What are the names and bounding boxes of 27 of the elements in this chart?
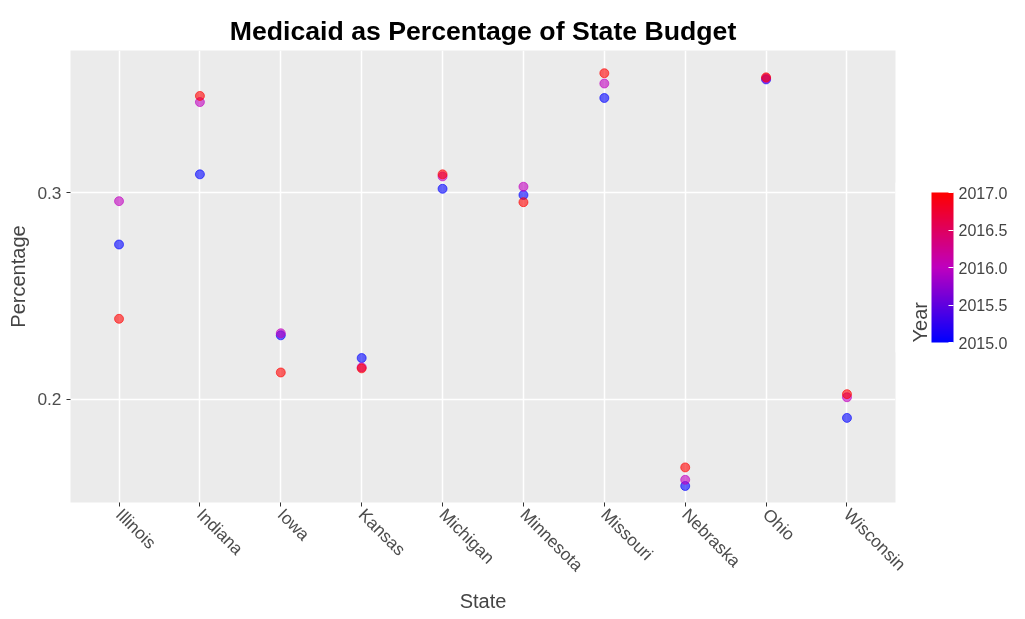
point [518,181,529,192]
point [599,68,610,79]
y-axis-title: Percentage [7,225,30,328]
point [599,78,610,89]
y-tick-label: 0.3 [37,182,62,203]
chart-title: Medicaid as Percentage of State Budget [229,15,737,46]
point [114,196,125,207]
point [518,197,529,208]
point [194,90,205,101]
point [275,367,286,378]
y-tick-label: 0.2 [37,389,62,410]
point [680,462,691,473]
point [356,353,367,364]
color-bar-label: 2015.5 [958,297,1008,314]
color-bar-title: Year [908,301,931,343]
color-bar-label: 2017.0 [958,184,1008,202]
point [114,313,125,324]
point [599,92,610,103]
point [114,239,125,250]
point [841,412,852,423]
point [437,183,448,194]
color-bar-label: 2015.0 [958,334,1008,352]
color-bar-label: 2016.5 [958,222,1008,239]
x-axis-title: State [459,590,507,613]
color-bar-label: 2016.0 [958,259,1008,277]
point [680,474,691,485]
point [194,169,205,180]
